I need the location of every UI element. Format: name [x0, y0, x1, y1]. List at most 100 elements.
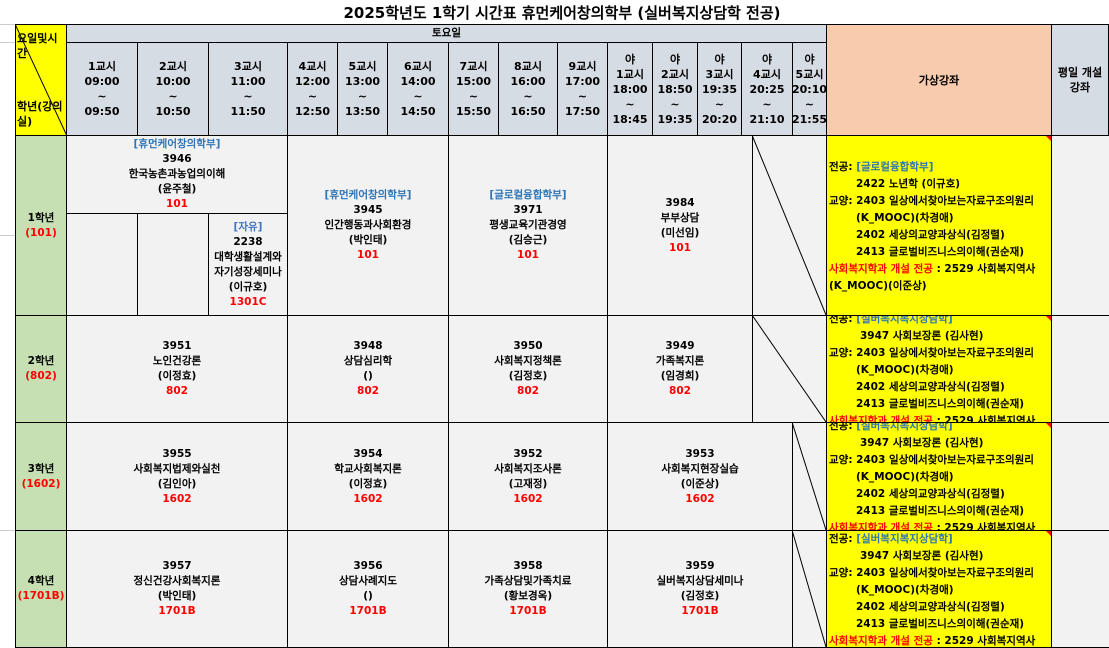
- period-start: 20:25: [749, 82, 784, 97]
- period-start: 20:10: [792, 82, 827, 97]
- empty-cell: [137, 213, 209, 316]
- course-name: 대학생활설계와 자기성장세미나: [212, 250, 285, 280]
- gridline: [0, 24, 15, 25]
- course-name: 상담사례지도: [339, 574, 397, 589]
- period-start: 16:00: [510, 74, 545, 89]
- period-prefix: 야: [804, 52, 814, 67]
- virtual-lecture-line: 2413 글로벌비즈니스의이해(권순재): [829, 396, 1051, 413]
- empty-slot-cell: [752, 135, 827, 316]
- period-name: 3교시: [706, 67, 734, 82]
- course-prof: (고재정): [509, 477, 548, 492]
- virtual-lecture-line: (K_MOOC)(차경애): [829, 582, 1051, 599]
- virtual-lecture-header: 가상강좌: [826, 24, 1052, 136]
- period-tilde: ~: [805, 97, 814, 112]
- course-name: 상담심리학: [344, 354, 392, 369]
- grade-label-cell: 2학년(802): [15, 315, 67, 423]
- weekday-lecture-cell: [1051, 315, 1109, 423]
- course-prof: (): [363, 369, 373, 384]
- grade-label: 2학년: [28, 354, 55, 369]
- virtual-lecture-text: [실버복지복지상담학]: [856, 422, 953, 432]
- period-prefix: 야: [762, 52, 772, 67]
- virtual-lecture-text: [실버복지복지상담학]: [856, 315, 953, 325]
- period-name: 7교시: [460, 59, 488, 74]
- course-code: 3958: [513, 559, 542, 574]
- virtual-lecture-line: 교양: 2403 일상에서찾아보는자료구조의원리: [829, 193, 1051, 210]
- period-name: 3교시: [234, 59, 262, 74]
- virtual-lecture-line: 2402 세상의교양과상식(김정렬): [829, 227, 1051, 244]
- corner-top-label: 요일및시간: [17, 31, 65, 61]
- course-name: 사회복지정책론: [494, 354, 562, 369]
- period-tilde: ~: [308, 89, 317, 104]
- course-code: 3951: [162, 339, 191, 354]
- course-code: 3946: [162, 152, 191, 167]
- empty-slot-cell: [752, 315, 827, 423]
- course-room: 101: [166, 197, 188, 212]
- virtual-lecture-text: 3947 사회보장론 (김사현): [860, 330, 983, 342]
- period-name: 1교시: [88, 59, 116, 74]
- period-end: 14:50: [400, 104, 435, 119]
- course-room: 1701B: [509, 604, 546, 619]
- course-name: 노인건강론: [153, 354, 201, 369]
- virtual-lecture-line: (K_MOOC)(이준상): [829, 278, 1051, 295]
- period-name: 9교시: [569, 59, 597, 74]
- period-name: 4교시: [299, 59, 327, 74]
- virtual-lecture-text: 교양: 2403 일상에서찾아보는자료구조의원리: [829, 567, 1034, 579]
- grade-label-cell: 1학년(101): [15, 135, 67, 316]
- course-code: 3948: [353, 339, 382, 354]
- weekday-lecture-cell: [1051, 530, 1109, 648]
- period-tilde: ~: [523, 89, 532, 104]
- period-end: 16:50: [510, 104, 545, 119]
- course-room: 1701B: [158, 604, 195, 619]
- course-code: 3956: [353, 559, 382, 574]
- grade-label-cell: 3학년(1602): [15, 422, 67, 531]
- corner-header: 요일및시간 학년(강의실): [15, 24, 67, 136]
- course-dept: [자유]: [234, 220, 263, 235]
- period-tilde: ~: [97, 89, 106, 104]
- period-end: 21:55: [792, 112, 827, 127]
- course-prof: (이준상): [681, 477, 720, 492]
- virtual-lecture-cell: 전공: [실버복지복지상담학]3947 사회보장론 (김사현)교양: 2403 …: [826, 315, 1052, 423]
- course-prof: (이규호): [229, 280, 268, 295]
- weekday-lecture-header: 평일 개설 강좌: [1051, 24, 1109, 136]
- period-end: 12:50: [295, 104, 330, 119]
- period-end: 20:20: [702, 112, 737, 127]
- course-name: 정신건강사회복지론: [134, 574, 221, 589]
- gridline: [0, 530, 15, 531]
- period-start: 11:00: [230, 74, 265, 89]
- course-room: 802: [669, 384, 691, 399]
- course-room: 1602: [162, 492, 191, 507]
- virtual-lecture-line: 전공: [실버복지복지상담학]: [829, 315, 1051, 328]
- virtual-lecture-text: (K_MOOC)(이준상): [829, 280, 927, 292]
- period-start: 18:00: [612, 82, 647, 97]
- period-start: 09:00: [84, 74, 119, 89]
- course-room: 1602: [513, 492, 542, 507]
- course-prof: (김승근): [509, 233, 548, 248]
- virtual-lecture-line: 3947 사회보장론 (김사현): [829, 328, 1051, 345]
- course-code: 3950: [513, 339, 542, 354]
- virtual-lecture-line: 전공: [글로컬융합학부]: [829, 159, 1051, 176]
- virtual-lecture-line: 2413 글로벌비즈니스의이해(권순재): [829, 616, 1051, 633]
- course-room: 101: [669, 241, 691, 256]
